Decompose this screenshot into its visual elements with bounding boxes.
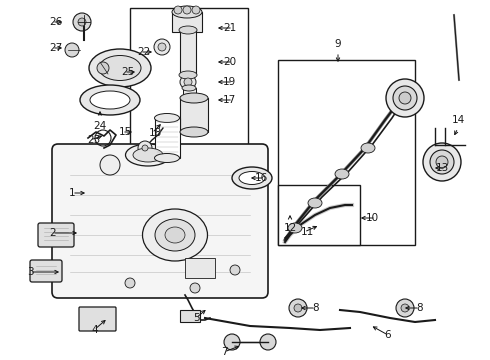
Text: 14: 14	[451, 115, 465, 125]
Bar	[180, 98, 208, 132]
Text: 25: 25	[121, 67, 134, 77]
Circle shape	[138, 141, 152, 155]
Text: 16: 16	[255, 173, 268, 183]
Text: 27: 27	[49, 43, 62, 53]
Circle shape	[184, 78, 192, 86]
Text: 12: 12	[283, 223, 296, 233]
Bar	[278, 60, 415, 245]
Ellipse shape	[165, 227, 185, 243]
Ellipse shape	[393, 86, 417, 110]
Bar	[278, 185, 360, 245]
Bar	[155, 118, 180, 158]
Circle shape	[260, 334, 276, 350]
Bar	[183, 88, 196, 100]
Text: 18: 18	[149, 128, 162, 138]
Bar	[130, 8, 248, 165]
Text: 3: 3	[27, 267, 34, 277]
Text: 4: 4	[91, 325, 98, 335]
Ellipse shape	[80, 85, 140, 115]
Text: 23: 23	[87, 135, 100, 145]
Text: 6: 6	[384, 330, 391, 340]
Text: 26: 26	[49, 17, 62, 27]
Ellipse shape	[90, 91, 130, 109]
Ellipse shape	[172, 6, 202, 18]
Circle shape	[97, 62, 109, 74]
Circle shape	[230, 265, 240, 275]
Ellipse shape	[99, 55, 141, 81]
Ellipse shape	[133, 148, 163, 162]
Text: 2: 2	[49, 228, 56, 238]
Text: 10: 10	[366, 213, 379, 223]
Bar	[180, 310, 200, 322]
Ellipse shape	[232, 167, 272, 189]
Circle shape	[192, 6, 200, 14]
Ellipse shape	[154, 153, 179, 162]
Circle shape	[125, 278, 135, 288]
Ellipse shape	[180, 93, 208, 103]
Ellipse shape	[125, 144, 171, 166]
Ellipse shape	[143, 209, 207, 261]
Circle shape	[174, 6, 182, 14]
Text: 17: 17	[223, 95, 236, 105]
Ellipse shape	[361, 143, 375, 153]
Bar	[185, 258, 215, 278]
Ellipse shape	[430, 150, 454, 174]
Circle shape	[401, 304, 409, 312]
Bar	[172, 12, 202, 32]
Ellipse shape	[399, 92, 411, 104]
Circle shape	[142, 145, 148, 151]
Circle shape	[183, 6, 191, 14]
Text: 21: 21	[223, 23, 236, 33]
Text: 8: 8	[416, 303, 423, 313]
Circle shape	[396, 299, 414, 317]
Ellipse shape	[436, 156, 448, 168]
Circle shape	[224, 334, 240, 350]
Ellipse shape	[288, 223, 302, 233]
Ellipse shape	[179, 71, 197, 79]
Circle shape	[154, 39, 170, 55]
Circle shape	[78, 18, 86, 26]
FancyBboxPatch shape	[38, 223, 74, 247]
Ellipse shape	[423, 143, 461, 181]
Ellipse shape	[180, 127, 208, 137]
Circle shape	[190, 283, 200, 293]
Ellipse shape	[335, 169, 349, 179]
FancyBboxPatch shape	[79, 307, 116, 331]
Text: 15: 15	[119, 127, 132, 137]
FancyBboxPatch shape	[30, 260, 62, 282]
Bar	[180, 30, 196, 75]
Ellipse shape	[180, 75, 196, 89]
Ellipse shape	[154, 113, 179, 122]
Text: 24: 24	[94, 121, 107, 131]
Text: 5: 5	[193, 313, 199, 323]
Ellipse shape	[179, 26, 197, 34]
Ellipse shape	[308, 198, 322, 208]
Text: 9: 9	[335, 39, 342, 49]
Text: 22: 22	[137, 47, 150, 57]
Circle shape	[100, 155, 120, 175]
Circle shape	[73, 13, 91, 31]
Circle shape	[158, 43, 166, 51]
Text: 13: 13	[436, 163, 449, 173]
Text: 7: 7	[221, 347, 228, 357]
Text: 8: 8	[313, 303, 319, 313]
Text: 1: 1	[69, 188, 75, 198]
Ellipse shape	[386, 79, 424, 117]
Text: 19: 19	[223, 77, 236, 87]
Ellipse shape	[182, 85, 196, 91]
Circle shape	[294, 304, 302, 312]
Circle shape	[65, 43, 79, 57]
FancyBboxPatch shape	[52, 144, 268, 298]
Text: 20: 20	[223, 57, 236, 67]
Ellipse shape	[155, 219, 195, 251]
Circle shape	[289, 299, 307, 317]
Text: 11: 11	[301, 227, 314, 237]
Ellipse shape	[89, 49, 151, 87]
Ellipse shape	[239, 171, 265, 184]
